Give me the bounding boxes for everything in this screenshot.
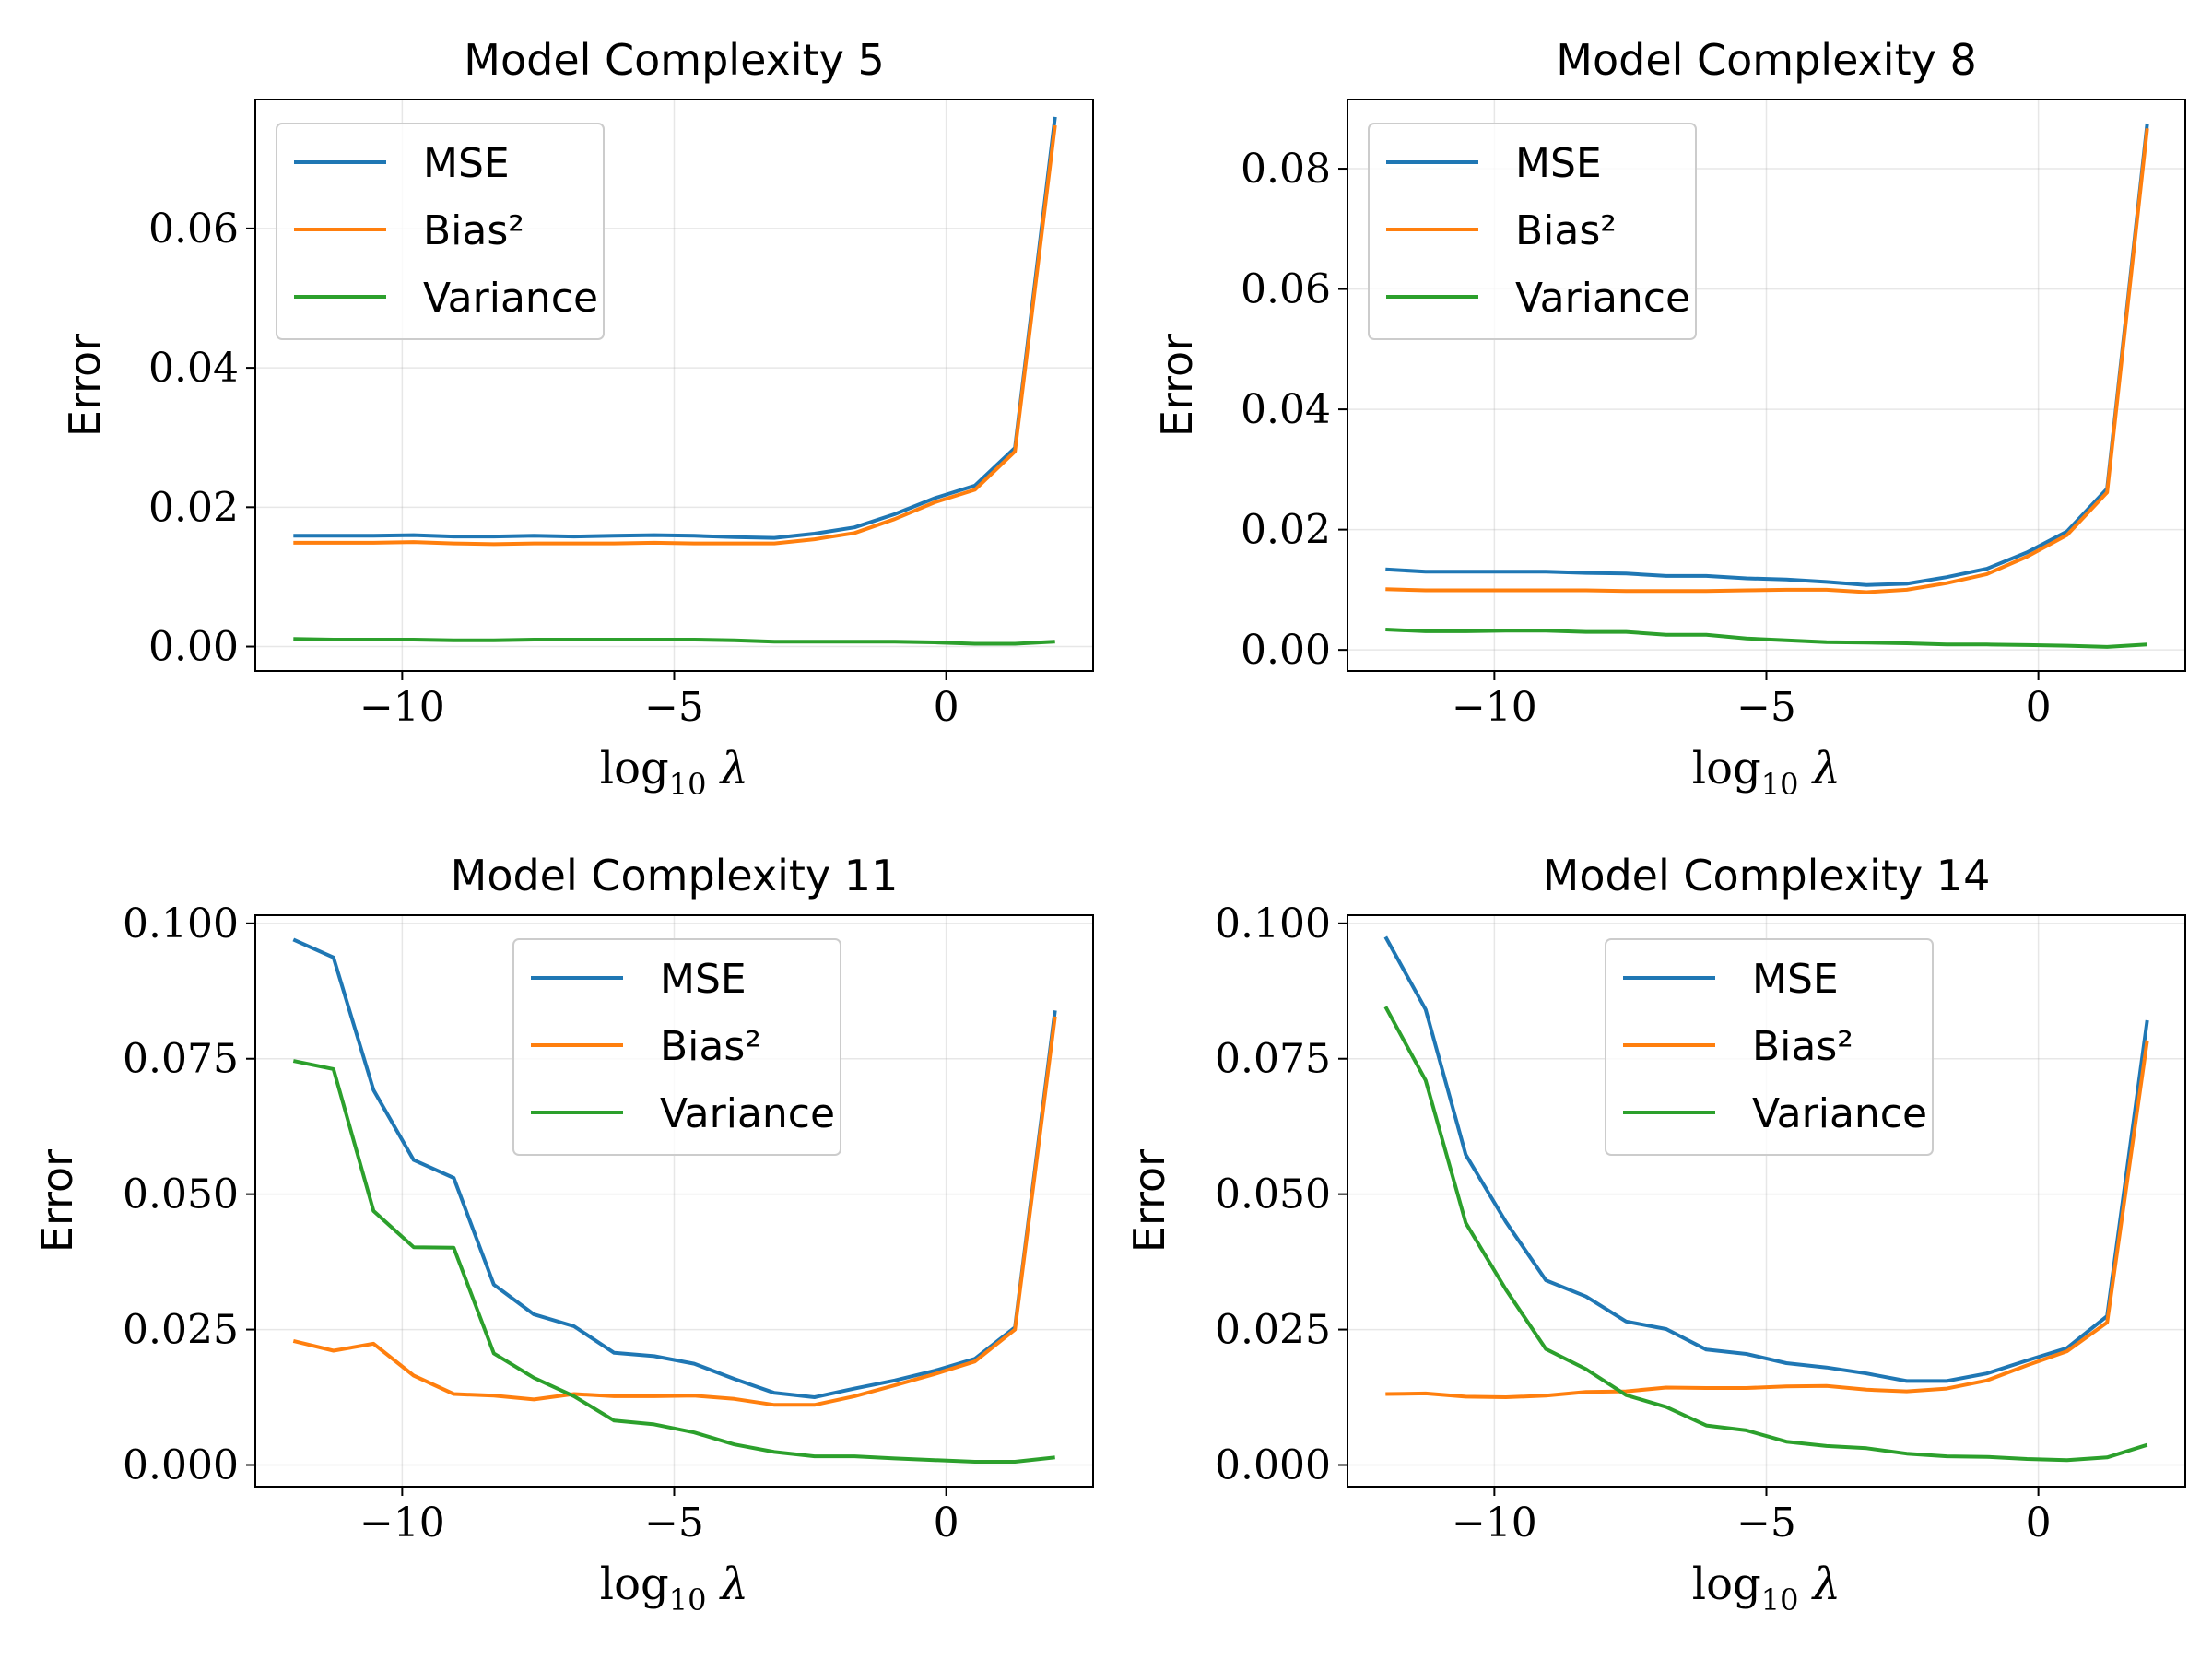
legend: MSE Bias² Variance	[1368, 123, 1697, 340]
y-axis-label: Error	[1152, 334, 1202, 437]
y-tick-label: 0.100	[1215, 900, 1331, 947]
x-tick-label: 0	[934, 1500, 959, 1547]
y-tick-label: 0.075	[123, 1036, 239, 1083]
legend: MSE Bias² Variance	[276, 123, 605, 340]
x-tick-label: −10	[1452, 684, 1537, 731]
y-axis-label: Error	[32, 1149, 82, 1253]
legend-box	[512, 938, 841, 1156]
x-axis-label: log10 λ	[1692, 1559, 1841, 1618]
x-axis-label: log10 λ	[600, 1559, 748, 1618]
y-tick-label: 0.02	[148, 484, 239, 531]
x-axis-label: log10 λ	[600, 743, 748, 802]
y-tick-label: 0.04	[148, 345, 239, 392]
x-tick-label: −5	[1736, 1500, 1796, 1547]
legend-label: MSE	[660, 956, 747, 1003]
legend-label: MSE	[1515, 140, 1602, 187]
legend: MSE Bias² Variance	[512, 938, 841, 1156]
x-tick-label: 0	[2026, 1500, 2052, 1547]
subplot-3: −10 −5 0 0.000 0.025 0.050 0.075 0.100 Model Com…	[32, 851, 1094, 1618]
y-tick-label: 0.000	[1215, 1441, 1331, 1488]
legend-label: Bias²	[423, 207, 524, 254]
legend-box	[1368, 123, 1697, 340]
legend-label: Bias²	[1515, 207, 1617, 254]
chart-title: Model Complexity 8	[1556, 35, 1976, 85]
x-tick-label: 0	[2026, 684, 2052, 731]
series-line-mse	[1383, 935, 2149, 1383]
legend-label: MSE	[1752, 956, 1839, 1003]
legend-label: Variance	[1752, 1090, 1927, 1137]
series-line-variance	[293, 637, 1055, 646]
x-tick-label: −5	[644, 684, 704, 731]
y-axis-label: Error	[1124, 1149, 1174, 1253]
series-line-variance	[1385, 628, 2147, 649]
series-line-variance	[1383, 1006, 2148, 1463]
series-line-mse	[293, 116, 1057, 540]
y-tick-label: 0.075	[1215, 1036, 1331, 1083]
legend-label: MSE	[423, 140, 510, 187]
legend: MSE Bias² Variance	[1605, 938, 1934, 1156]
x-tick-label: −10	[359, 1500, 445, 1547]
legend-label: Variance	[1515, 275, 1690, 322]
legend-label: Bias²	[1752, 1023, 1853, 1070]
series-line-bias	[1385, 1040, 2149, 1399]
y-tick-label: 0.06	[148, 206, 239, 253]
y-axis-label: Error	[60, 334, 110, 437]
legend-box	[276, 123, 605, 340]
chart-title: Model Complexity 11	[451, 851, 899, 900]
y-tick-label: 0.04	[1241, 386, 1331, 433]
series-line-bias	[293, 124, 1057, 547]
y-tick-label: 0.08	[1241, 146, 1331, 193]
y-tick-label: 0.025	[1215, 1307, 1331, 1354]
y-tick-label: 0.100	[123, 900, 239, 947]
y-tick-label: 0.02	[1241, 507, 1331, 554]
subplot-2: −10 −5 0 0.00 0.02 0.04 0.06 0.08 Model Complexi…	[1152, 35, 2186, 802]
x-tick-label: −10	[1452, 1500, 1537, 1547]
x-tick-label: 0	[934, 684, 959, 731]
series-line-mse	[1385, 123, 2149, 587]
legend-label: Variance	[660, 1090, 835, 1137]
y-tick-label: 0.050	[123, 1171, 239, 1218]
y-tick-label: 0.050	[1215, 1171, 1331, 1218]
x-tick-label: −10	[359, 684, 445, 731]
x-axis-label: log10 λ	[1692, 743, 1841, 802]
x-tick-label: −5	[1736, 684, 1796, 731]
subplot-1: −10 −5 0 0.00 0.02 0.04 0.06 Model Complexity 5…	[60, 35, 1094, 802]
y-tick-label: 0.000	[123, 1441, 239, 1488]
series-line-mse	[292, 937, 1057, 1399]
legend-box	[1605, 938, 1934, 1156]
legend-label: Variance	[423, 275, 598, 322]
y-tick-label: 0.025	[123, 1307, 239, 1354]
legend-label: Bias²	[660, 1023, 761, 1070]
series-line-bias	[1385, 128, 2149, 594]
y-tick-label: 0.06	[1241, 266, 1331, 313]
series-line-variance	[292, 1059, 1055, 1464]
chart-title: Model Complexity 14	[1543, 851, 1991, 900]
y-tick-label: 0.00	[1241, 627, 1331, 674]
y-tick-label: 0.00	[148, 624, 239, 671]
chart-title: Model Complexity 5	[464, 35, 884, 85]
series-line-bias	[292, 1016, 1057, 1407]
subplot-4: −10 −5 0 0.000 0.025 0.050 0.075 0.100 Model Com…	[1124, 851, 2186, 1618]
x-tick-label: −5	[644, 1500, 704, 1547]
